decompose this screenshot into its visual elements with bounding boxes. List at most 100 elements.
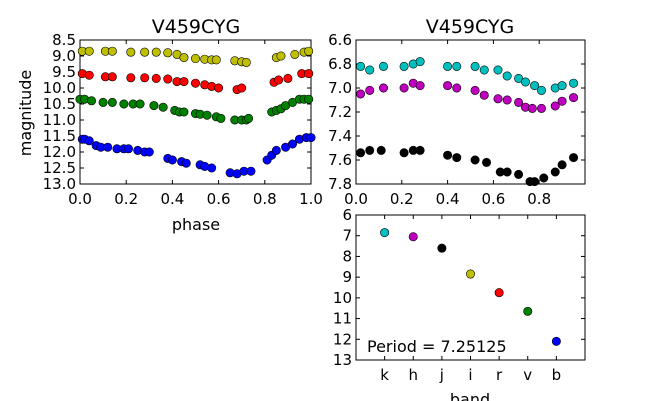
band-point: [465, 269, 475, 279]
left-panel: V459CYG 0.0 0.2 0.4 0.6 0.8 1.08.59.09.510.01…: [16, 16, 323, 234]
left-ticks: 0.0 0.2 0.4 0.6 0.8 1.08.59.09.510.010.511.01…: [43, 31, 323, 208]
data-point: [288, 139, 298, 149]
data-point: [539, 173, 549, 183]
data-point: [378, 83, 388, 93]
band-tick-label: r: [496, 366, 503, 384]
data-point: [126, 73, 136, 83]
data-point: [452, 61, 462, 71]
data-point: [482, 157, 492, 167]
data-point: [493, 65, 503, 75]
band-point: [494, 288, 504, 298]
data-point: [276, 51, 286, 61]
y-tick-label: 13.0: [43, 175, 76, 193]
data-point: [365, 145, 375, 155]
data-point: [140, 47, 150, 57]
right-top-title: V459CYG: [426, 16, 515, 38]
data-point: [244, 113, 254, 123]
band-point: [408, 232, 418, 242]
data-point: [479, 90, 489, 100]
left-plot-frame: [79, 39, 312, 185]
data-point: [144, 147, 154, 157]
x-tick-label: 0.6: [207, 190, 231, 208]
data-point: [179, 77, 189, 87]
band-tick-label: k: [380, 366, 389, 384]
data-point: [399, 83, 409, 93]
data-point: [557, 96, 567, 106]
band-tick-label: b: [552, 366, 562, 384]
data-point: [514, 97, 524, 107]
data-point: [140, 73, 150, 83]
y-tick-label: 9.0: [52, 47, 76, 65]
band-point: [380, 228, 390, 238]
data-point: [378, 61, 388, 71]
data-point: [271, 145, 281, 155]
y-tick-label: 6.6: [328, 31, 352, 49]
left-ylabel: magnitude: [16, 70, 35, 157]
data-point: [479, 65, 489, 75]
data-point: [119, 99, 129, 109]
data-point: [530, 177, 540, 187]
data-point: [415, 81, 425, 91]
data-point: [135, 99, 145, 109]
right-bottom-panel: 6 7 8 9 10 11 12 13 k h j i r v b Period = 7.25125 ban…: [333, 206, 586, 401]
band-tick-label: i: [468, 366, 472, 384]
data-point: [84, 70, 94, 80]
data-point: [214, 83, 224, 93]
data-point: [399, 148, 409, 158]
y-tick-label: 8.5: [52, 31, 76, 49]
y-tick-label: 7.8: [328, 175, 352, 193]
data-point: [202, 110, 212, 120]
band-tick-label: v: [523, 366, 532, 384]
data-point: [557, 81, 567, 91]
data-point: [84, 46, 94, 56]
data-point: [149, 101, 159, 111]
band-point: [523, 306, 533, 316]
data-point: [356, 148, 366, 158]
y-tick-label: 13: [333, 351, 352, 369]
y-tick-label: 7.2: [328, 103, 352, 121]
data-point: [126, 47, 136, 57]
data-point: [167, 155, 177, 165]
data-point: [365, 65, 375, 75]
band-point: [437, 243, 447, 253]
y-tick-label: 7: [342, 227, 352, 245]
data-point: [520, 77, 530, 87]
y-tick-label: 7.0: [328, 79, 352, 97]
data-point: [107, 46, 117, 56]
right-bottom-xlabel: band: [450, 390, 490, 401]
data-point: [304, 69, 314, 79]
data-point: [536, 85, 546, 95]
data-point: [502, 167, 512, 177]
data-point: [356, 61, 366, 71]
data-point: [502, 95, 512, 105]
x-tick-label: 0.4: [160, 190, 184, 208]
data-point: [376, 145, 386, 155]
data-point: [191, 78, 201, 88]
band-tick-label: j: [439, 366, 444, 384]
y-tick-label: 11.5: [43, 127, 76, 145]
right-top-points: [356, 57, 579, 187]
data-point: [514, 169, 524, 179]
right-top-panel: V459CYG 0.0 0.2 0.4 0.6 0.8 6.6 6.8 7.0 7.2 7.4 7.…: [328, 16, 586, 208]
data-point: [207, 163, 217, 173]
data-point: [443, 61, 453, 71]
data-point: [107, 72, 117, 82]
data-point: [569, 153, 579, 163]
data-point: [452, 153, 462, 163]
data-point: [124, 144, 134, 154]
data-point: [211, 55, 221, 65]
right-top-ticks: 0.0 0.2 0.4 0.6 0.8 6.6 6.8 7.0 7.2 7.4 7.6 7.8: [328, 31, 585, 208]
data-point: [290, 49, 300, 59]
data-point: [107, 97, 117, 107]
left-title: V459CYG: [152, 16, 241, 38]
x-tick-label: 0.2: [390, 190, 414, 208]
data-point: [470, 85, 480, 95]
y-tick-label: 12: [333, 330, 352, 348]
data-point: [415, 145, 425, 155]
y-tick-label: 9.5: [52, 63, 76, 81]
right-top-plot-frame: [355, 39, 586, 185]
data-point: [527, 103, 537, 113]
data-point: [179, 107, 189, 117]
data-point: [241, 57, 251, 67]
y-tick-label: 7.4: [328, 127, 352, 145]
